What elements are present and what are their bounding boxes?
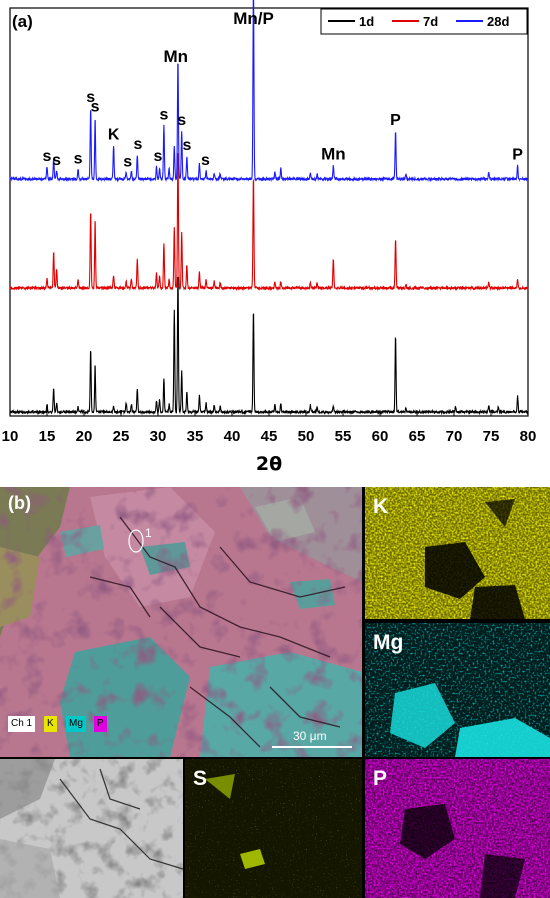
peak-annotation: s [52,152,61,169]
legend-box [320,8,528,35]
eds-map-mg: Mg [365,623,550,757]
sem-grayscale-image [0,759,183,898]
x-axis-ticks: 10 15 20 25 30 35 40 45 50 55 60 65 70 75 80 [2,410,537,445]
peak-annotation: K [108,127,120,144]
peak-annotation: s [159,106,168,123]
x-tick-label: 35 [187,428,204,445]
panel-a-label: (a) [12,12,33,31]
x-tick-label: 50 [298,428,315,445]
peak-annotation: s [177,112,186,129]
peak-annotation: s [134,136,143,153]
peak-annotation: s [201,152,210,169]
series-line-1d [9,276,529,416]
eds-map-k-label: K [373,495,389,518]
x-tick-label: 60 [372,428,389,445]
legend-chip-p: P [94,716,107,732]
x-tick-label: 45 [261,428,278,445]
peak-annotation: P [512,147,523,164]
scale-bar [272,746,352,748]
peak-annotation: Mn/P [233,9,274,28]
panel-b-label: (b) [8,493,31,513]
x-tick-label: 15 [39,428,56,445]
x-tick-label: 70 [446,428,463,445]
peak-annotation: s [86,89,95,106]
x-tick-label: 30 [150,428,167,445]
scale-bar-label: 30 μm [293,729,327,743]
peak-annotation: Mn [321,145,346,164]
peak-annotation: s [91,98,100,115]
legend-label-7d: 7d [423,14,438,29]
series-line-28d [9,0,529,183]
legend-chip-ch1: Ch 1 [8,716,36,732]
x-tick-label: 25 [113,428,130,445]
x-tick-label: 55 [335,428,352,445]
legend-chip-mg: Mg [66,716,86,732]
plot-frame [9,7,529,417]
x-tick-label: 10 [2,428,19,445]
legend-chip-k: K [44,716,57,732]
x-tick-label: 40 [224,428,241,445]
eds-map-p: P [365,759,550,898]
chart-legend: 1d 7d 28d [320,8,528,35]
x-axis-label: 2θ [256,453,282,475]
peak-annotation: s [43,148,52,165]
peak-annotation: s [123,153,132,170]
eds-map-s-label: S [193,767,208,790]
peak-annotation: Mn [164,47,189,66]
peak-annotation: s [74,151,83,168]
x-tick-label: 80 [520,428,537,445]
peak-annotation: s [182,137,191,154]
analysis-spot-label: 1 [145,526,152,540]
x-tick-label: 65 [409,428,426,445]
analysis-spot-marker [128,529,144,553]
sem-composite-image: 1 (b) Ch 1 K Mg P 30 μm [0,487,362,757]
eds-map-mg-label: Mg [373,631,404,654]
x-tick-label: 75 [483,428,500,445]
peak-annotation: P [390,112,401,129]
eds-map-k: K [365,487,550,619]
eds-map-s: S [185,759,362,898]
series-layer [9,0,529,416]
legend-label-1d: 1d [359,14,374,29]
sem-eds-panel: 1 (b) Ch 1 K Mg P 30 μm K Mg [0,487,550,898]
series-line-7d [9,152,529,292]
peak-annotation: s [154,148,163,165]
x-tick-label: 20 [76,428,93,445]
eds-map-p-label: P [373,767,388,790]
legend-label-28d: 28d [487,14,509,29]
